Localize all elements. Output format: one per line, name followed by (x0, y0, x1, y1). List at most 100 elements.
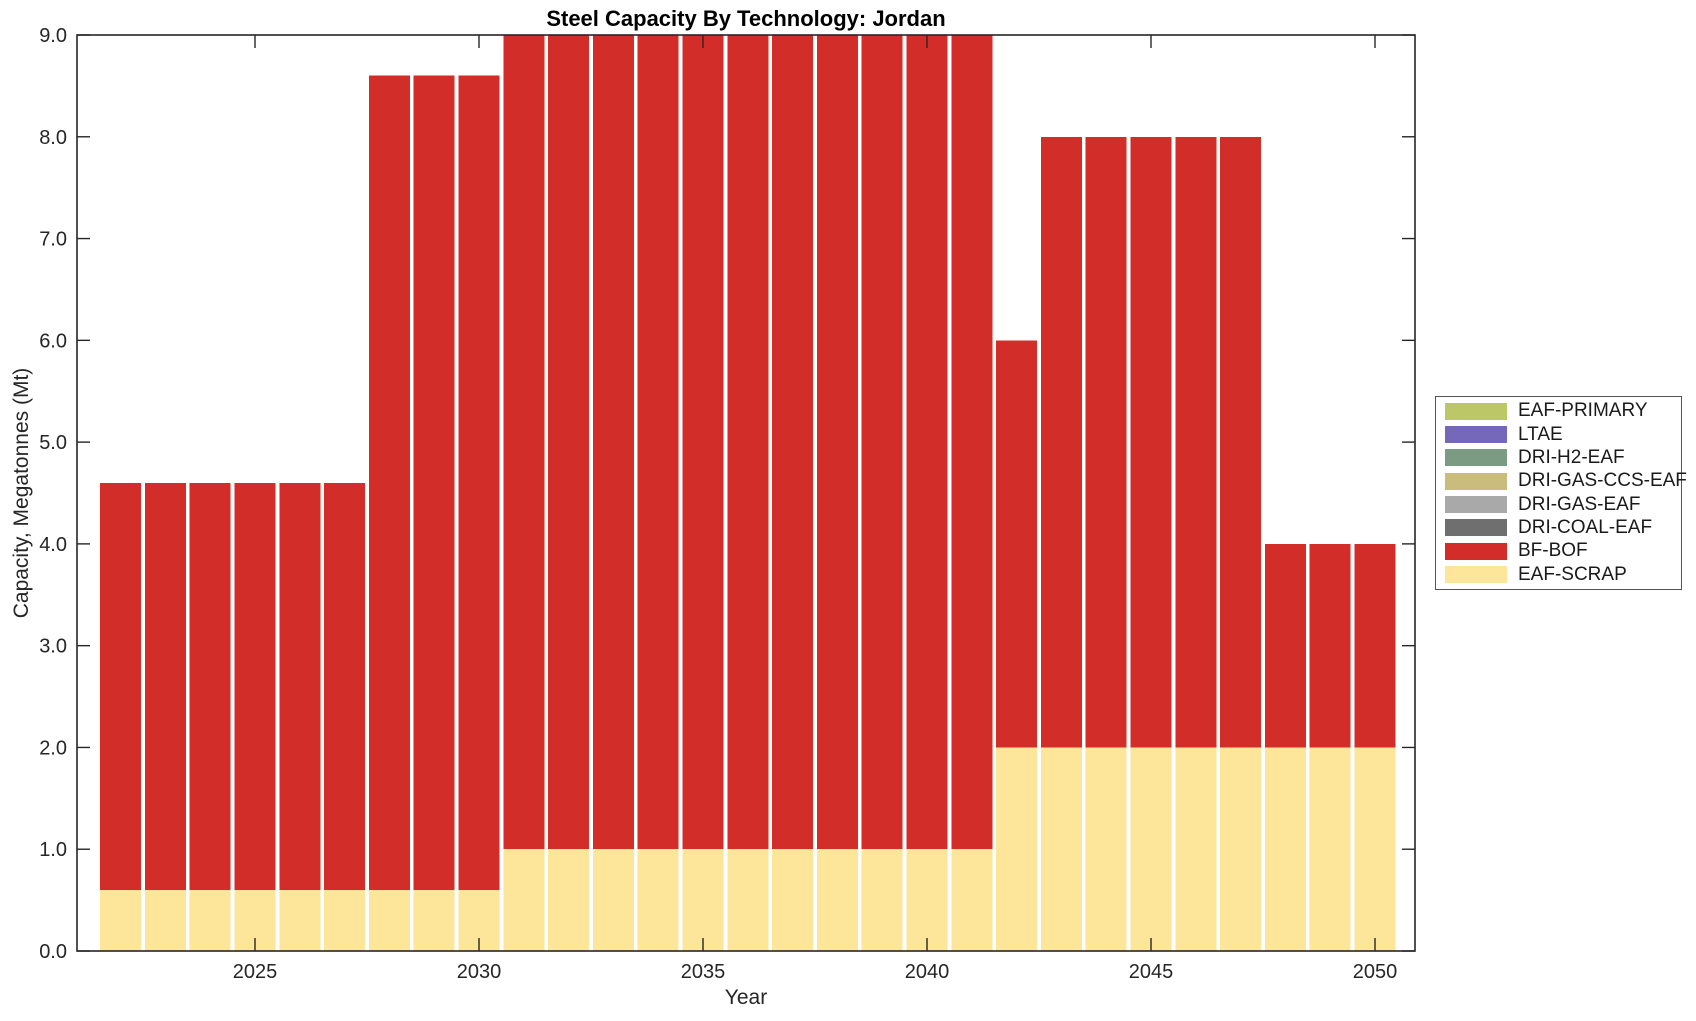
y-tick-label: 9.0 (39, 25, 67, 47)
legend-item-dri-gas-eaf: DRI-GAS-EAF (1445, 494, 1681, 516)
bar-segment-2049-bf-bof (1309, 543, 1351, 748)
x-tick-label: 2050 (1353, 961, 1398, 983)
bar-segment-2038-eaf-scrap (816, 849, 858, 951)
y-tick-label: 1.0 (39, 839, 67, 861)
bar-segment-2028-bf-bof (368, 75, 410, 890)
y-tick-label: 8.0 (39, 127, 67, 149)
bar-segment-2022-bf-bof (100, 482, 142, 890)
y-tick-label: 4.0 (39, 534, 67, 556)
bar-segment-2038-bf-bof (816, 35, 858, 850)
bar-segment-2028-eaf-scrap (368, 889, 410, 951)
legend-item-eaf-scrap: EAF-SCRAP (1445, 564, 1681, 586)
x-axis-label: Year (724, 986, 768, 1009)
legend-item-eaf-primary: EAF-PRIMARY (1445, 400, 1681, 422)
y-tick-label: 3.0 (39, 636, 67, 658)
x-tick-label: 2045 (1129, 961, 1174, 983)
y-tick-label: 0.0 (39, 941, 67, 963)
bar-segment-2026-eaf-scrap (279, 889, 321, 951)
bar-segment-2039-bf-bof (861, 35, 903, 850)
bar-segment-2045-bf-bof (1130, 136, 1172, 748)
y-tick-label: 5.0 (39, 432, 67, 454)
bar-segment-2023-bf-bof (144, 482, 186, 890)
bar-segment-2029-eaf-scrap (413, 889, 455, 951)
legend-label: BF-BOF (1518, 540, 1588, 562)
bar-segment-2037-eaf-scrap (772, 849, 814, 951)
bar-segment-2032-bf-bof (548, 35, 590, 850)
legend-swatch-icon (1445, 426, 1507, 444)
chart-title: Steel Capacity By Technology: Jordan (546, 6, 946, 31)
bar-segment-2047-eaf-scrap (1220, 747, 1262, 951)
legend-swatch-icon (1445, 542, 1507, 560)
bar-segment-2044-eaf-scrap (1085, 747, 1127, 951)
axis-box (76, 34, 1416, 952)
bar-segment-2035-bf-bof (682, 35, 724, 850)
legend-label: DRI-COAL-EAF (1518, 516, 1653, 538)
bar-segment-2034-bf-bof (637, 35, 679, 850)
bar-segment-2043-eaf-scrap (1040, 747, 1082, 951)
bar-segment-2046-eaf-scrap (1175, 747, 1217, 951)
bar-segment-2027-bf-bof (324, 482, 366, 890)
bar-segment-2032-eaf-scrap (548, 849, 590, 951)
bar-segment-2041-bf-bof (951, 35, 993, 850)
legend-item-dri-h2-eaf: DRI-H2-EAF (1445, 447, 1681, 469)
legend-swatch-icon (1445, 519, 1507, 537)
bar-segment-2023-eaf-scrap (144, 889, 186, 951)
bar-segment-2033-eaf-scrap (592, 849, 634, 951)
bar-segment-2031-bf-bof (503, 35, 545, 850)
bar-segment-2035-eaf-scrap (682, 849, 724, 951)
bar-segment-2040-bf-bof (906, 35, 948, 850)
bar-segment-2045-eaf-scrap (1130, 747, 1172, 951)
bar-segment-2047-bf-bof (1220, 136, 1262, 748)
bar-segment-2040-eaf-scrap (906, 849, 948, 951)
legend-box: EAF-PRIMARY LTAE DRI-H2-EAF DRI-GAS-CCS-EAF… (1435, 396, 1687, 590)
bar-segment-2044-bf-bof (1085, 136, 1127, 748)
bar-segment-2022-eaf-scrap (100, 889, 142, 951)
bar-segment-2042-bf-bof (996, 340, 1038, 748)
legend-label: DRI-GAS-CCS-EAF (1518, 470, 1687, 492)
bar-segment-2048-eaf-scrap (1264, 747, 1306, 951)
x-tick-label: 2035 (681, 961, 726, 983)
bar-segment-2036-bf-bof (727, 35, 769, 850)
bar-segment-2046-bf-bof (1175, 136, 1217, 748)
bar-segment-2048-bf-bof (1264, 543, 1306, 748)
bar-segment-2041-eaf-scrap (951, 849, 993, 951)
legend-label: LTAE (1518, 423, 1563, 445)
legend-swatch-icon (1445, 449, 1507, 467)
y-tick-label: 7.0 (39, 229, 67, 251)
legend-swatch-icon (1445, 402, 1507, 420)
bar-segment-2024-bf-bof (189, 482, 231, 890)
bar-segment-2039-eaf-scrap (861, 849, 903, 951)
bar-segment-2026-bf-bof (279, 482, 321, 890)
bar-segment-2029-bf-bof (413, 75, 455, 890)
bar-segment-2049-eaf-scrap (1309, 747, 1351, 951)
bar-segment-2034-eaf-scrap (637, 849, 679, 951)
bar-segment-2030-bf-bof (458, 75, 500, 890)
legend-swatch-icon (1445, 496, 1507, 514)
legend-item-dri-gas-ccs-eaf: DRI-GAS-CCS-EAF (1445, 470, 1687, 492)
legend-label: EAF-PRIMARY (1518, 400, 1648, 422)
x-tick-label: 2025 (233, 961, 278, 983)
bar-segment-2025-bf-bof (234, 482, 276, 890)
x-tick-label: 2030 (457, 961, 502, 983)
legend-label: EAF-SCRAP (1518, 563, 1627, 585)
legend-swatch-icon (1445, 472, 1507, 490)
legend-label: DRI-H2-EAF (1518, 446, 1625, 468)
bar-segment-2036-eaf-scrap (727, 849, 769, 951)
bar-segment-2027-eaf-scrap (324, 889, 366, 951)
legend-item-bf-bof: BF-BOF (1445, 540, 1681, 562)
legend-item-ltae: LTAE (1445, 424, 1681, 446)
bar-segment-2037-bf-bof (772, 35, 814, 850)
bar-segment-2024-eaf-scrap (189, 889, 231, 951)
bar-segment-2050-bf-bof (1354, 543, 1396, 748)
bar-segment-2043-bf-bof (1040, 136, 1082, 748)
legend-item-dri-coal-eaf: DRI-COAL-EAF (1445, 517, 1681, 539)
x-tick-label: 2040 (905, 961, 950, 983)
legend-label: DRI-GAS-EAF (1518, 493, 1641, 515)
y-tick-label: 2.0 (39, 737, 67, 759)
legend-swatch-icon (1445, 566, 1507, 584)
bar-segment-2031-eaf-scrap (503, 849, 545, 951)
bar-segment-2042-eaf-scrap (996, 747, 1038, 951)
bar-segment-2033-bf-bof (592, 35, 634, 850)
